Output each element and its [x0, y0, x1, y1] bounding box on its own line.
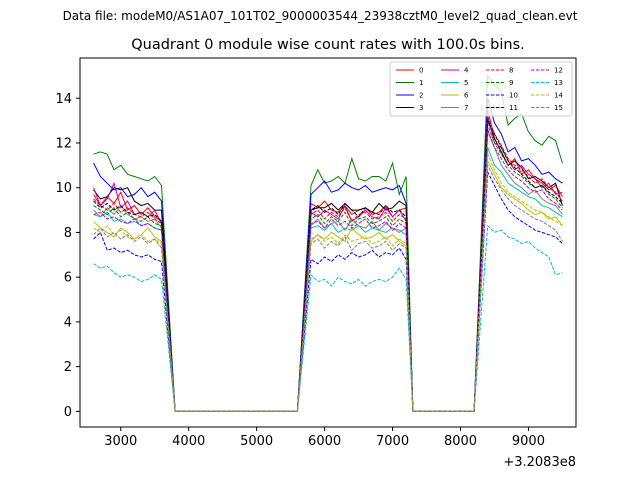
- x-tick-label: 3000: [104, 434, 137, 449]
- x-tick-label: 7000: [376, 434, 409, 449]
- y-tick-label: 2: [64, 360, 72, 375]
- legend-label: 1: [419, 79, 423, 87]
- x-tick-label: 6000: [308, 434, 341, 449]
- legend-label: 4: [464, 67, 469, 75]
- y-tick-label: 14: [55, 92, 72, 107]
- legend-label: 8: [509, 67, 513, 75]
- legend-label: 14: [554, 92, 563, 100]
- legend-label: 13: [554, 79, 563, 87]
- legend-label: 12: [554, 67, 563, 75]
- legend-label: 9: [509, 79, 513, 87]
- x-tick-label: 9000: [512, 434, 545, 449]
- x-tick-label: 8000: [444, 434, 477, 449]
- plot-frame: [79, 57, 577, 428]
- x-offset-label: +3.2083e8: [503, 455, 576, 470]
- legend-label: 10: [509, 92, 518, 100]
- series-layer: [93, 74, 563, 412]
- legend-label: 15: [554, 104, 563, 112]
- chart-title: Quadrant 0 module wise count rates with …: [131, 37, 525, 53]
- y-tick-label: 12: [55, 136, 72, 151]
- y-tick-label: 0: [64, 405, 72, 420]
- legend-label: 5: [464, 79, 468, 87]
- y-axis: 0 2 4 6 8 10 12 14: [55, 92, 80, 420]
- x-tick-label: 5000: [240, 434, 273, 449]
- legend-label: 11: [509, 104, 518, 112]
- y-tick-label: 10: [55, 181, 72, 196]
- legend-label: 3: [419, 104, 423, 112]
- y-tick-label: 4: [64, 315, 72, 330]
- series-line-11: [93, 118, 563, 412]
- legend-label: 6: [464, 92, 469, 100]
- legend-label: 0: [419, 67, 423, 75]
- y-tick-label: 8: [64, 226, 72, 241]
- legend-label: 2: [419, 92, 423, 100]
- x-tick-label: 4000: [172, 434, 205, 449]
- y-tick-label: 6: [64, 271, 72, 286]
- x-axis: 3000 4000 5000 6000 7000 8000 9000: [104, 427, 545, 449]
- legend-box: [389, 61, 573, 117]
- series-line-15: [93, 163, 563, 412]
- data-file-caption: Data file: modeM0/AS1A07_101T02_90000035…: [63, 9, 578, 23]
- legend-label: 7: [464, 104, 468, 112]
- series-line-14: [93, 154, 563, 412]
